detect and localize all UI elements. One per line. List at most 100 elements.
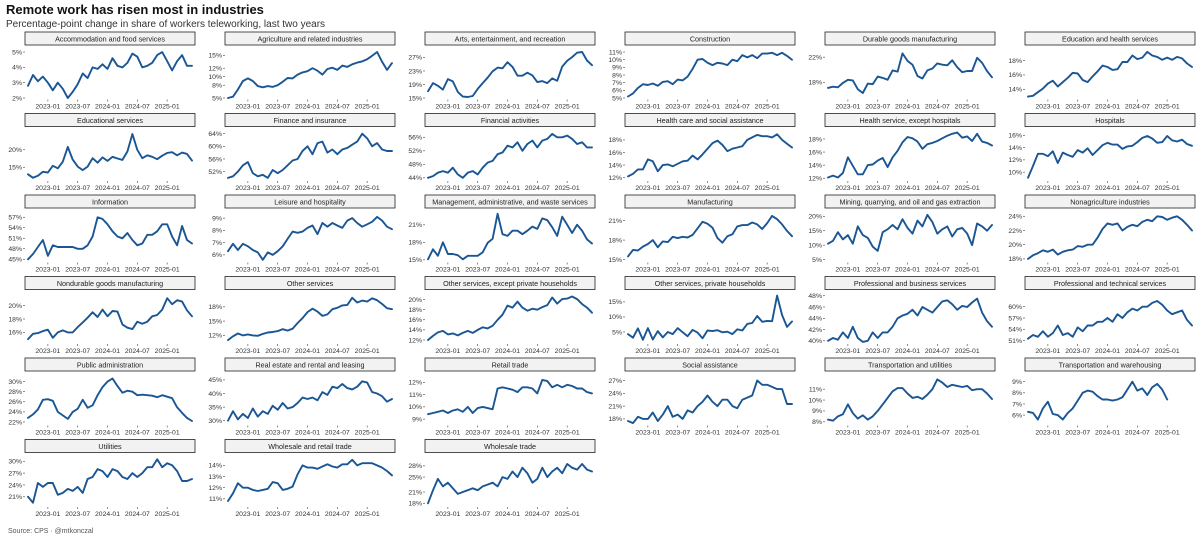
facet-strip [1024, 194, 1196, 209]
x-tick-label: 2023-01 [835, 348, 860, 355]
y-tick-label: 27% [408, 55, 422, 62]
facet-title: Agriculture and related industries [257, 35, 362, 44]
y-tick-label: 57% [1008, 315, 1022, 322]
x-tick-label: 2025-01 [755, 185, 780, 192]
y-tick-label: 18% [208, 304, 222, 311]
y-tick-label: 10% [408, 404, 422, 411]
x-tick-label: 2024-01 [1095, 267, 1120, 274]
x-tick-label: 2023-07 [265, 185, 290, 192]
facet-title: Real estate and rental and leasing [255, 361, 364, 370]
y-tick-label: 10% [608, 314, 622, 321]
facet-panel: Manufacturing 15% 18% 21% 2023-01 2023-07 2024… [608, 194, 796, 274]
y-tick-label: 14% [608, 162, 622, 169]
facet-title: Professional and technical services [1054, 279, 1167, 288]
y-tick-label: 15% [408, 95, 422, 102]
y-tick-label: 24% [8, 409, 22, 416]
series-line [627, 214, 793, 258]
x-tick-label: 2024-01 [695, 430, 720, 437]
facet-panel: Educational services 15% 20% 2023-01 2023-07… [8, 113, 196, 192]
facet-panel: Retail trade 9% 10% 11% 12% 2023-01 2023-07 202… [408, 357, 596, 437]
y-tick-label: 28% [8, 389, 22, 396]
facet-panel: Real estate and rental and leasing 30% 35%… [208, 357, 396, 437]
x-tick-label: 2023-01 [835, 430, 860, 437]
x-tick-label: 2025-01 [1155, 267, 1180, 274]
y-tick-label: 9% [212, 215, 222, 222]
x-tick-label: 2024-01 [295, 267, 320, 274]
x-tick-label: 2024-07 [925, 348, 950, 355]
x-tick-label: 2024-07 [525, 104, 550, 111]
x-tick-label: 2023-01 [1035, 348, 1060, 355]
y-tick-label: 60% [208, 144, 222, 151]
facet-title: Information [92, 198, 128, 207]
y-tick-label: 12% [808, 175, 822, 182]
y-tick-label: 56% [208, 156, 222, 163]
x-tick-label: 2023-07 [465, 267, 490, 274]
x-tick-label: 2024-07 [725, 104, 750, 111]
facet-strip [824, 357, 996, 372]
x-tick-label: 2023-01 [35, 267, 60, 274]
y-tick-label: 20% [8, 303, 22, 310]
y-tick-label: 3% [12, 80, 22, 87]
facet-title: Health care and social assistance [656, 116, 763, 125]
x-tick-label: 2023-01 [635, 430, 660, 437]
x-tick-label: 2023-07 [665, 104, 690, 111]
x-tick-label: 2023-07 [865, 348, 890, 355]
x-tick-label: 2024-01 [95, 511, 120, 518]
x-tick-label: 2025-01 [1155, 348, 1180, 355]
y-tick-label: 18% [408, 307, 422, 314]
facet-strip [224, 276, 396, 290]
facet-strip [24, 194, 196, 209]
x-tick-label: 2024-07 [325, 267, 350, 274]
x-tick-label: 2024-01 [295, 430, 320, 437]
y-tick-label: 8% [812, 419, 822, 426]
x-tick-label: 2025-01 [1155, 104, 1180, 111]
x-tick-label: 2024-07 [325, 104, 350, 111]
x-tick-label: 2023-07 [1065, 104, 1090, 111]
facet-strip [624, 113, 796, 127]
y-tick-label: 6% [1012, 412, 1022, 419]
y-tick-label: 11% [209, 496, 222, 503]
y-tick-label: 46% [808, 304, 822, 311]
series-line [627, 379, 793, 425]
facet-panel: Hospitals 10% 12% 14% 16% 2023-01 2023-07 2024-… [1008, 113, 1196, 192]
x-tick-label: 2024-07 [325, 185, 350, 192]
y-tick-label: 7% [612, 80, 622, 87]
x-tick-label: 2024-01 [895, 104, 920, 111]
facet-strip [24, 357, 196, 372]
y-tick-label: 54% [8, 225, 22, 232]
facet-title: Durable goods manufacturing [863, 35, 957, 44]
facet-strip [224, 439, 396, 453]
y-tick-label: 7% [212, 240, 222, 247]
y-tick-label: 64% [208, 131, 222, 138]
facet-panel: Professional and technical services 51% 54… [1008, 276, 1196, 355]
series-line [227, 296, 393, 342]
y-tick-label: 14% [808, 162, 822, 169]
facet-panel: Transportation and warehousing 6% 7% 8% 9% 20… [1012, 357, 1196, 437]
y-tick-label: 8% [212, 228, 222, 235]
x-tick-label: 2024-01 [295, 348, 320, 355]
facet-strip [224, 194, 396, 209]
y-tick-label: 15% [608, 257, 622, 264]
facet-panel: Social assistance 18% 21% 24% 27% 2023-01 2023… [608, 357, 796, 437]
y-tick-label: 15% [8, 165, 22, 172]
x-tick-label: 2024-01 [895, 430, 920, 437]
facet-panel: Wholesale and retail trade 11% 12% 13% 14% 20… [208, 439, 396, 518]
x-tick-label: 2023-01 [35, 511, 60, 518]
x-tick-label: 2024-01 [295, 511, 320, 518]
facet-panel: Nondurable goods manufacturing 16% 18% 20% 2… [8, 276, 196, 355]
x-tick-label: 2024-01 [695, 348, 720, 355]
y-tick-label: 24% [8, 482, 22, 489]
facet-title: Arts, entertainment, and recreation [455, 35, 566, 44]
x-tick-label: 2023-07 [265, 511, 290, 518]
x-tick-label: 2025-01 [555, 348, 580, 355]
y-tick-label: 10% [208, 74, 222, 81]
x-tick-label: 2023-07 [65, 348, 90, 355]
series-line [427, 132, 593, 179]
facet-title: Utilities [98, 442, 122, 451]
y-tick-label: 10% [808, 397, 822, 404]
x-tick-label: 2023-07 [865, 430, 890, 437]
x-tick-label: 2025-01 [555, 104, 580, 111]
series-line [27, 133, 193, 179]
x-tick-label: 2024-07 [925, 267, 950, 274]
x-tick-label: 2023-01 [1035, 430, 1060, 437]
